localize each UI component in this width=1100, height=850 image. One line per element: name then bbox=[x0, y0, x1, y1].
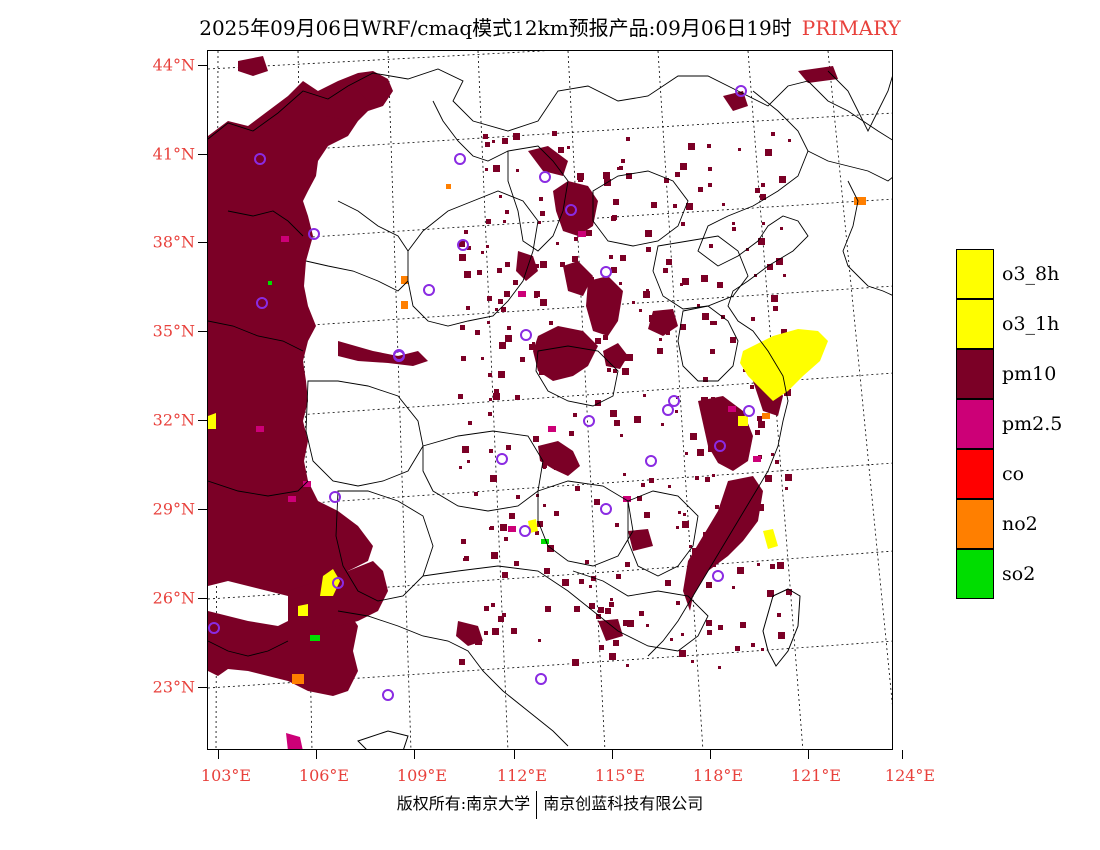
station-marker bbox=[520, 329, 532, 341]
legend-swatch bbox=[956, 299, 994, 349]
station-marker bbox=[743, 405, 755, 417]
legend-label: no2 bbox=[1002, 513, 1038, 535]
map-panel bbox=[207, 50, 893, 750]
lon-tick bbox=[710, 750, 711, 759]
station-marker bbox=[393, 349, 405, 361]
station-marker bbox=[308, 228, 320, 240]
so2-cells bbox=[268, 281, 549, 641]
legend-swatch bbox=[956, 549, 994, 599]
station-marker bbox=[535, 673, 547, 685]
no2-cells bbox=[292, 184, 866, 684]
station-marker bbox=[583, 415, 595, 427]
lon-label: 115°E bbox=[594, 766, 646, 785]
lat-tick bbox=[198, 598, 207, 599]
lat-tick bbox=[198, 420, 207, 421]
legend-label: pm10 bbox=[1002, 363, 1057, 385]
station-marker bbox=[539, 171, 551, 183]
station-marker bbox=[735, 85, 747, 97]
station-marker bbox=[329, 491, 341, 503]
station-marker bbox=[600, 503, 612, 515]
pm25-scattered-cells bbox=[256, 231, 761, 749]
lat-tick bbox=[198, 154, 207, 155]
station-marker bbox=[256, 297, 268, 309]
station-marker bbox=[600, 266, 612, 278]
lon-tick bbox=[902, 750, 903, 759]
hainan-outline bbox=[357, 730, 409, 749]
lat-label: 29°N bbox=[152, 499, 195, 519]
station-marker bbox=[457, 239, 469, 251]
station-marker bbox=[565, 204, 577, 216]
station-marker bbox=[668, 395, 680, 407]
primary-tag: PRIMARY bbox=[801, 16, 901, 40]
lat-tick bbox=[198, 509, 207, 510]
station-marker bbox=[332, 577, 344, 589]
lat-tick bbox=[198, 331, 207, 332]
lon-tick bbox=[316, 750, 317, 759]
lon-tick bbox=[612, 750, 613, 759]
lon-label: 103°E bbox=[200, 766, 252, 785]
copyright: 版权所有:南京大学 南京创蓝科技有限公司 bbox=[0, 790, 1100, 819]
lat-label: 41°N bbox=[152, 144, 195, 164]
lon-tick bbox=[414, 750, 415, 759]
lon-label: 109°E bbox=[396, 766, 448, 785]
lon-label: 121°E bbox=[790, 766, 842, 785]
station-marker bbox=[712, 570, 724, 582]
lon-tick bbox=[808, 750, 809, 759]
province-borders bbox=[208, 68, 892, 747]
lon-label: 112°E bbox=[496, 766, 548, 785]
lat-label: 32°N bbox=[152, 410, 195, 430]
title-text: 2025年09月06日WRF/cmaq模式12km预报产品:09月06日19时 bbox=[199, 16, 792, 40]
copyright-owner: 版权所有:南京大学 bbox=[396, 794, 531, 813]
legend-swatch bbox=[956, 449, 994, 499]
station-marker bbox=[254, 153, 266, 165]
lon-tick bbox=[514, 750, 515, 759]
station-marker bbox=[519, 525, 531, 537]
lat-tick bbox=[198, 65, 207, 66]
station-marker bbox=[208, 622, 220, 634]
station-marker bbox=[496, 453, 508, 465]
legend-label: co bbox=[1002, 463, 1025, 485]
station-marker bbox=[382, 689, 394, 701]
legend-label: pm2.5 bbox=[1002, 413, 1063, 435]
lat-label: 26°N bbox=[152, 588, 195, 608]
lon-tick bbox=[218, 750, 219, 759]
lon-label: 118°E bbox=[692, 766, 744, 785]
station-marker bbox=[714, 440, 726, 452]
map-title: 2025年09月06日WRF/cmaq模式12km预报产品:09月06日19时 P… bbox=[0, 12, 1100, 41]
legend-label: o3_1h bbox=[1002, 313, 1060, 335]
lat-tick bbox=[198, 242, 207, 243]
legend-label: so2 bbox=[1002, 563, 1036, 585]
station-marker bbox=[454, 153, 466, 165]
station-marker bbox=[645, 455, 657, 467]
lon-label: 124°E bbox=[884, 766, 936, 785]
legend-label: o3_8h bbox=[1002, 263, 1060, 285]
lon-label: 106°E bbox=[298, 766, 350, 785]
lat-label: 44°N bbox=[152, 55, 195, 75]
lat-label: 23°N bbox=[152, 677, 195, 697]
pm10-region-west bbox=[208, 56, 428, 696]
lat-label: 38°N bbox=[152, 232, 195, 252]
taiwan-outline bbox=[762, 588, 801, 667]
station-markers bbox=[208, 85, 755, 701]
station-marker bbox=[423, 284, 435, 296]
pollutant-map bbox=[208, 51, 892, 749]
copyright-separator bbox=[536, 790, 538, 819]
o3-region-coast bbox=[208, 329, 828, 616]
legend-swatch bbox=[956, 249, 994, 299]
copyright-company: 南京创蓝科技有限公司 bbox=[543, 794, 704, 813]
lat-tick bbox=[198, 687, 207, 688]
lat-label: 35°N bbox=[152, 321, 195, 341]
legend-swatch bbox=[956, 349, 994, 399]
legend-swatch bbox=[956, 499, 994, 549]
legend-swatch bbox=[956, 399, 994, 449]
station-marker bbox=[662, 404, 674, 416]
